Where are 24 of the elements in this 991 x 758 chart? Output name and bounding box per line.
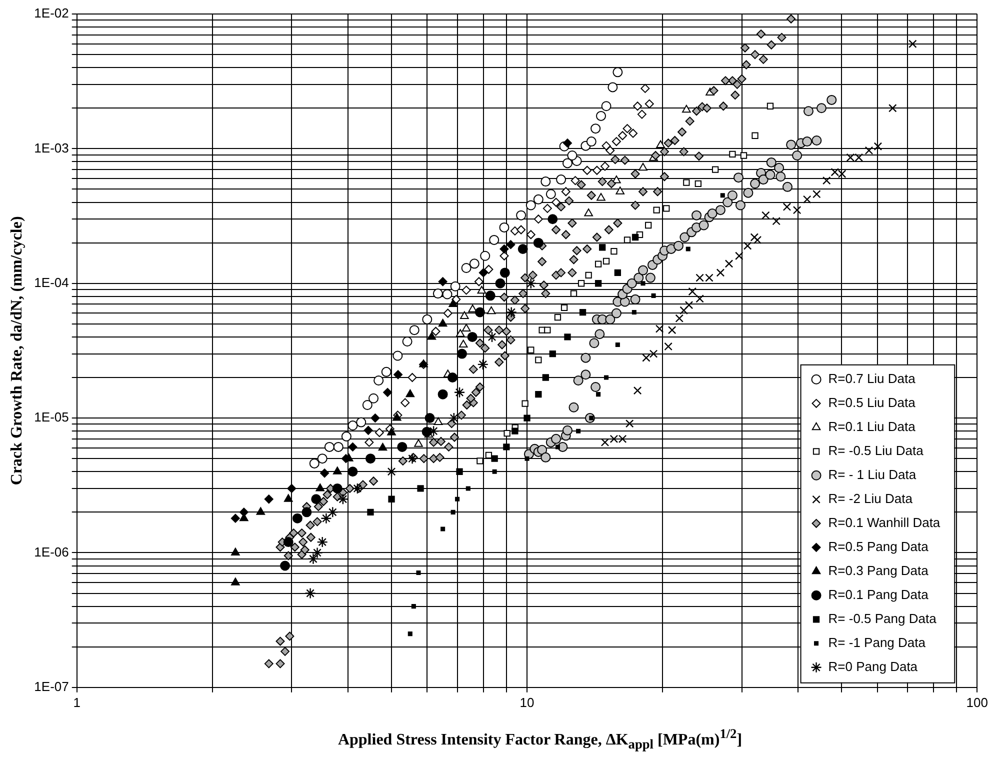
- y-tick-label: 1E-06: [34, 544, 69, 560]
- x-tick-label: 10: [520, 694, 534, 710]
- y-axis-title: Crack Growth Rate, da/dN, (mm/cycle): [8, 216, 26, 486]
- y-tick-label: 1E-03: [34, 140, 69, 156]
- legend-label: R=0.3 Pang Data: [828, 562, 930, 578]
- legend-label: R= -1 Pang Data: [828, 634, 926, 650]
- y-tick-label: 1E-04: [34, 274, 69, 290]
- y-tick-label: 1E-02: [34, 6, 69, 21]
- legend-label: R= -0.5 Pang Data: [828, 610, 938, 626]
- legend-label: R=0.5 Pang Data: [828, 538, 930, 554]
- legend-label: R=0.5 Liu Data: [828, 394, 916, 410]
- legend-label: R= -2 Liu Data: [828, 490, 914, 506]
- legend-label: R= -0.5 Liu Data: [828, 442, 924, 458]
- legend-label: R=0.1 Wanhill Data: [828, 514, 941, 530]
- x-axis-title: Applied Stress Intensity Factor Range, ΔK$_{appl}$ [MPa(m)$^{1/2}$]: [336, 726, 744, 753]
- legend-label: R=0 Pang Data: [828, 658, 918, 674]
- legend-label: R=0.7 Liu Data: [828, 370, 916, 386]
- y-tick-label: 1E-05: [34, 410, 69, 425]
- legend-label: R=0.1 Liu Data: [828, 418, 916, 434]
- legend-label: R=0.1 Pang Data: [828, 586, 930, 602]
- legend-label: R= - 1 Liu Data: [828, 466, 917, 482]
- y-tick-label: 1E-07: [34, 678, 69, 694]
- x-tick-label: 1: [73, 694, 81, 710]
- x-tick-label: 100: [966, 694, 988, 710]
